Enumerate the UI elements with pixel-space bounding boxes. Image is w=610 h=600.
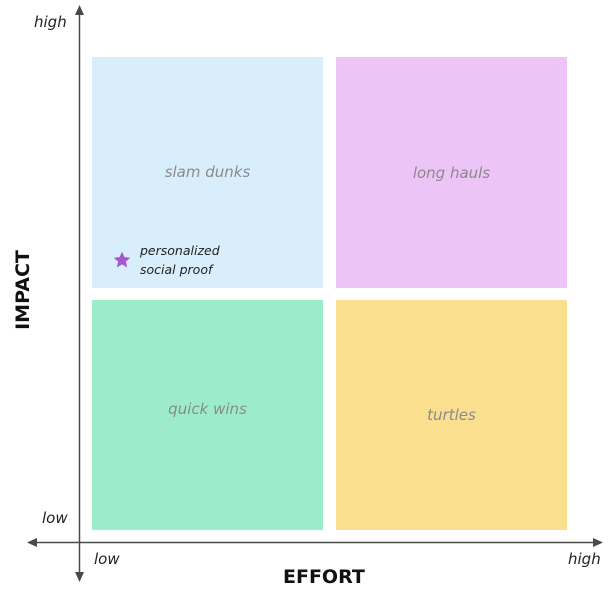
x-axis-high-label: high <box>568 550 601 568</box>
quadrant-label: quick wins <box>168 400 247 418</box>
arrow-down-icon <box>75 572 84 582</box>
quadrant-long-hauls: long hauls <box>336 57 567 288</box>
arrow-right-icon <box>593 538 603 547</box>
quadrant-turtles: turtles <box>336 300 567 530</box>
y-axis-title: IMPACT <box>12 250 34 330</box>
quadrant-label: slam dunks <box>164 163 251 181</box>
y-axis-low-label: low <box>42 509 68 527</box>
arrow-up-icon <box>75 5 84 15</box>
x-axis-low-label: low <box>94 550 120 568</box>
quadrant-quick-wins: quick wins <box>92 300 323 530</box>
quadrant-label: long hauls <box>412 163 491 182</box>
item-label-line1: personalized <box>140 243 220 258</box>
item-label-line2: social proof <box>140 262 213 277</box>
quadrant-slam-dunks: slam dunks <box>92 57 323 288</box>
item-personalized-social-proof[interactable]: personalized social proof <box>112 241 220 279</box>
y-axis-high-label: high <box>34 13 67 31</box>
star-icon <box>113 251 131 268</box>
arrow-left-icon <box>27 538 37 547</box>
x-axis-title: EFFORT <box>283 566 365 588</box>
quadrant-label: turtles <box>427 406 476 424</box>
